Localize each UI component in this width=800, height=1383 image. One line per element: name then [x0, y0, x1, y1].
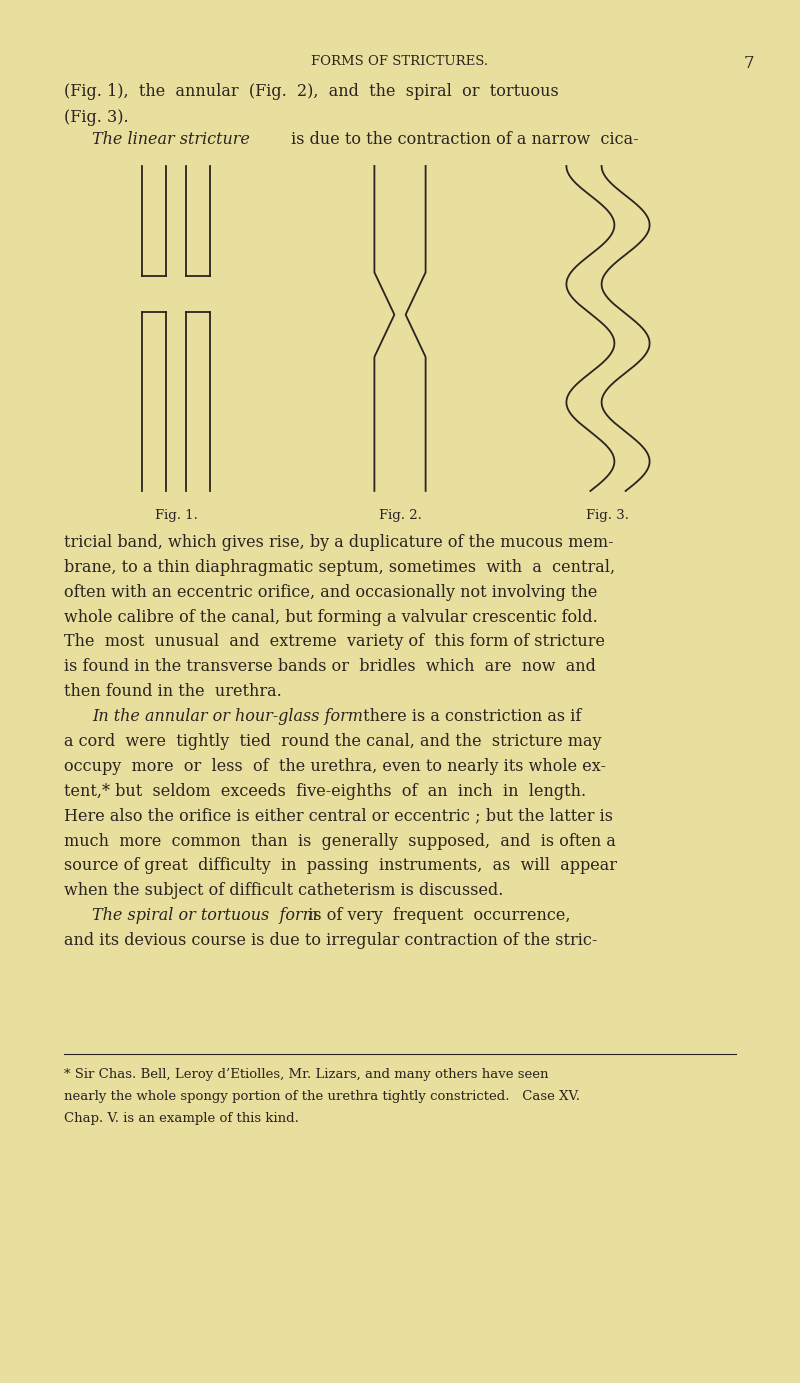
Text: and its devious course is due to irregular contraction of the stric-: and its devious course is due to irregul… [64, 932, 598, 949]
Text: nearly the whole spongy portion of the urethra tightly constricted.   Case XV.: nearly the whole spongy portion of the u… [64, 1090, 580, 1102]
Text: there is a constriction as if: there is a constriction as if [358, 708, 582, 725]
Text: Fig. 3.: Fig. 3. [586, 509, 630, 521]
Text: a cord  were  tightly  tied  round the canal, and the  stricture may: a cord were tightly tied round the canal… [64, 733, 602, 750]
Text: tricial band, which gives rise, by a duplicature of the mucous mem-: tricial band, which gives rise, by a dup… [64, 534, 614, 550]
Text: is found in the transverse bands or  bridles  which  are  now  and: is found in the transverse bands or brid… [64, 658, 596, 675]
Text: Fig. 1.: Fig. 1. [154, 509, 198, 521]
Text: occupy  more  or  less  of  the urethra, even to nearly its whole ex-: occupy more or less of the urethra, even… [64, 758, 606, 774]
Text: The  most  unusual  and  extreme  variety of  this form of stricture: The most unusual and extreme variety of … [64, 633, 605, 650]
Text: then found in the  urethra.: then found in the urethra. [64, 683, 282, 700]
Text: often with an eccentric orifice, and occasionally not involving the: often with an eccentric orifice, and occ… [64, 584, 598, 600]
Text: whole calibre of the canal, but forming a valvular crescentic fold.: whole calibre of the canal, but forming … [64, 609, 598, 625]
Text: when the subject of difficult catheterism is discussed.: when the subject of difficult catheteris… [64, 882, 503, 899]
Text: Fig. 2.: Fig. 2. [378, 509, 422, 521]
Text: brane, to a thin diaphragmatic septum, sometimes  with  a  central,: brane, to a thin diaphragmatic septum, s… [64, 559, 615, 575]
Text: * Sir Chas. Bell, Leroy d’Etiolles, Mr. Lizars, and many others have seen: * Sir Chas. Bell, Leroy d’Etiolles, Mr. … [64, 1068, 549, 1080]
Text: is due to the contraction of a narrow  cica-: is due to the contraction of a narrow ci… [286, 131, 639, 148]
Text: (Fig. 1),  the  annular  (Fig.  2),  and  the  spiral  or  tortuous: (Fig. 1), the annular (Fig. 2), and the … [64, 83, 558, 100]
Text: The spiral or tortuous  form: The spiral or tortuous form [92, 907, 318, 924]
Text: 7: 7 [744, 55, 754, 72]
Text: In the annular or hour-glass form: In the annular or hour-glass form [92, 708, 363, 725]
Text: source of great  difficulty  in  passing  instruments,  as  will  appear: source of great difficulty in passing in… [64, 857, 617, 874]
Text: The linear stricture: The linear stricture [92, 131, 250, 148]
Text: FORMS OF STRICTURES.: FORMS OF STRICTURES. [311, 55, 489, 68]
Text: Here also the orifice is either central or eccentric ; but the latter is: Here also the orifice is either central … [64, 808, 613, 824]
Text: (Fig. 3).: (Fig. 3). [64, 109, 129, 126]
Text: much  more  common  than  is  generally  supposed,  and  is often a: much more common than is generally suppo… [64, 833, 616, 849]
Text: tent,* but  seldom  exceeds  five-eighths  of  an  inch  in  length.: tent,* but seldom exceeds five-eighths o… [64, 783, 586, 799]
Text: is of very  frequent  occurrence,: is of very frequent occurrence, [298, 907, 570, 924]
Text: Chap. V. is an example of this kind.: Chap. V. is an example of this kind. [64, 1112, 299, 1124]
